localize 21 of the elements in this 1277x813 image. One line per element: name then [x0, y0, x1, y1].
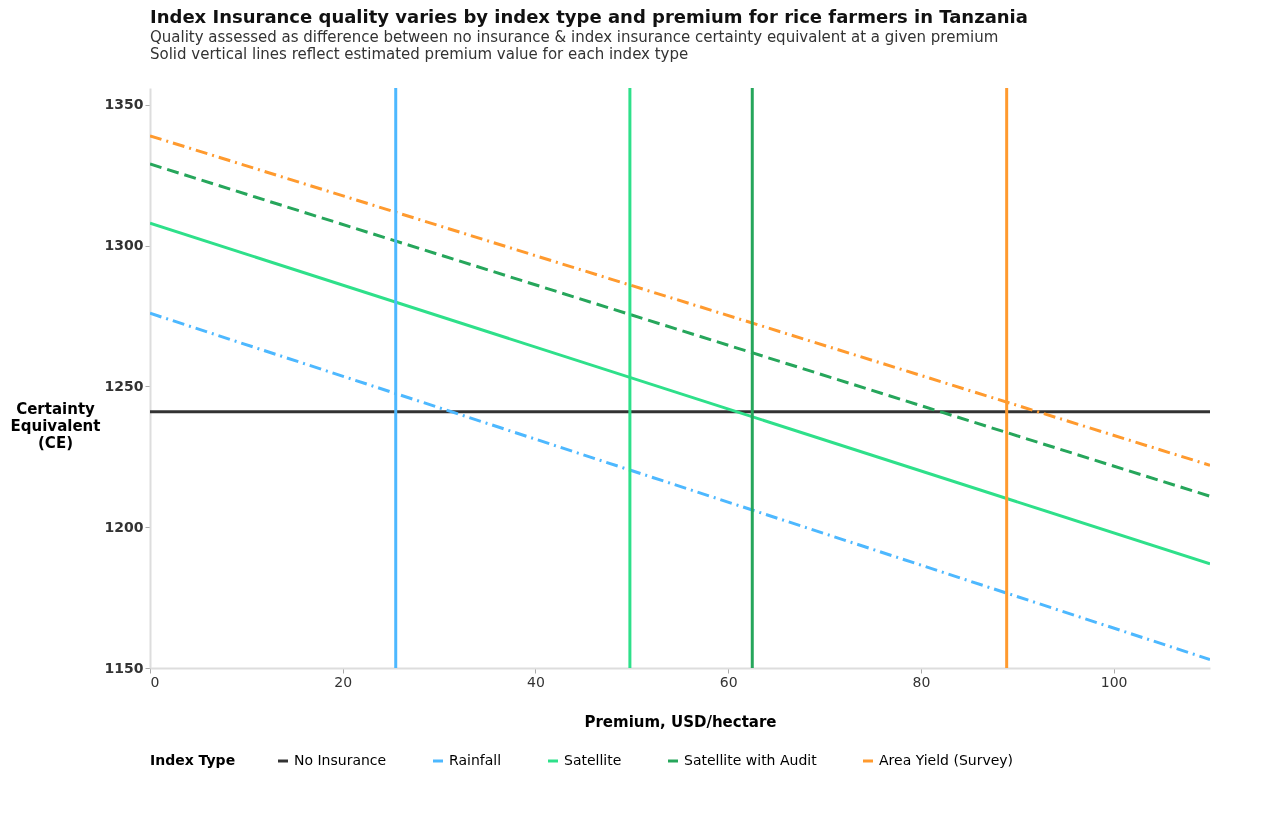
legend-label: Rainfall	[449, 752, 502, 768]
legend-label: Area Yield (Survey)	[879, 752, 1014, 768]
x-tick-label: 40	[527, 673, 545, 690]
y-tick-label: 1300	[104, 237, 144, 254]
legend-label: Satellite with Audit	[684, 752, 818, 768]
y-tick-label: 1350	[104, 96, 144, 113]
x-tick-label: 20	[334, 673, 353, 690]
x-tick-label: 0	[150, 673, 160, 690]
y-tick-label: 1200	[104, 518, 144, 535]
x-tick-label: 100	[1100, 673, 1128, 690]
legend-label: No Insurance	[294, 752, 387, 768]
x-tick-label: 80	[912, 673, 931, 690]
x-tick-label: 60	[719, 673, 738, 690]
chart-subtitle: Quality assessed as difference between no insurance & index insurance certainty equivalent at a given premium Solid vertical lines reflect estimated premium value for each index type	[150, 27, 999, 63]
y-axis-title: Certainty Equivalent (CE)	[10, 399, 101, 452]
x-axis-title: Premium, USD/hectare	[584, 712, 777, 731]
legend-title: Index Type	[150, 752, 236, 768]
y-tick-label: 1250	[104, 377, 144, 394]
chart-title: Index Insurance quality varies by index type and premium for rice farmers in Tanzania	[150, 5, 1028, 27]
y-tick-label: 1150	[104, 659, 144, 676]
legend-label: Satellite	[564, 752, 622, 768]
